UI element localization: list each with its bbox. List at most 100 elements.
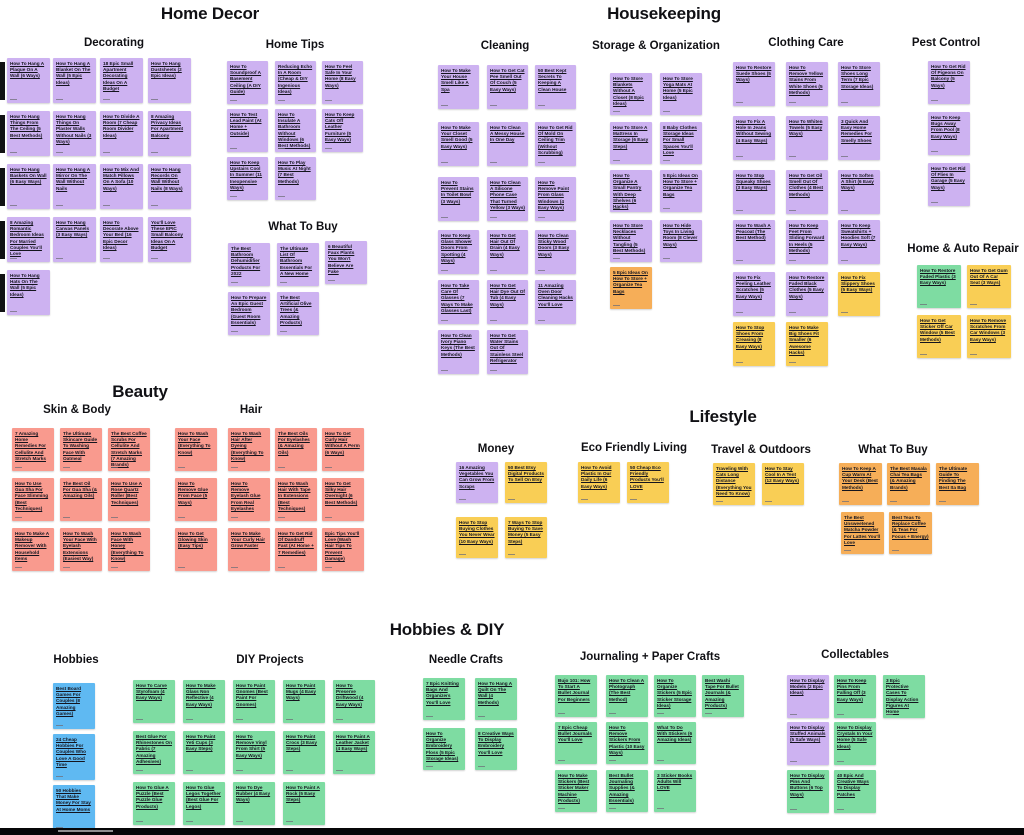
sticky-note[interactable]: The Best Coffee Scrubs For Cellulite And…	[108, 428, 150, 471]
sticky-note[interactable]: How To Get Cat Pee Smell Out Of Couch (5…	[487, 65, 528, 109]
sticky-note[interactable]: 8 Amazing Romantic Bedroom Ideas For Mar…	[7, 217, 50, 262]
cluster-title-journaling-paper-crafts[interactable]: Journaling + Paper Crafts	[579, 651, 721, 663]
sticky-note[interactable]: How To Remove Vinyl From Shirt (5 Easy W…	[233, 731, 275, 774]
section-title-hobbies-diy[interactable]: Hobbies & DIY	[389, 620, 505, 639]
sticky-note[interactable]: How To Paint Yeti Cups (3 Easy Steps)	[183, 731, 225, 774]
sticky-note[interactable]: 8 Amazing Privacy Ideas For Apartment Ba…	[148, 111, 191, 156]
sticky-note[interactable]: How To Make Glass Non Reflective (4 Easy…	[183, 680, 225, 723]
sticky-note[interactable]: How To Wash Your Face With Eyelash Exten…	[60, 528, 102, 571]
sticky-note[interactable]: How To Get Water Stains Out Of Stainless…	[487, 330, 528, 374]
section-title-beauty[interactable]: Beauty	[112, 382, 168, 401]
sticky-note[interactable]: 3 Quick And Easy Home Remedies For Smell…	[838, 116, 880, 160]
sticky-note[interactable]: How To Wash A Peacoat (The Best Method)	[733, 220, 775, 264]
sticky-note[interactable]: 6 Beautiful Faux Plants You Won't Believ…	[325, 241, 367, 284]
cluster-title-decorating[interactable]: Decorating	[83, 37, 145, 49]
sticky-note[interactable]: How To Divide A Room (7 Cheap Room Divid…	[100, 111, 143, 156]
sticky-note[interactable]: How To Hang A Plaque On A Wall (6 Ways)	[7, 58, 50, 103]
sticky-note[interactable]: How To Hang Things From The Ceiling (5 B…	[7, 111, 50, 156]
sticky-note[interactable]: How To Clean Ivory Piano Keys (The Best …	[438, 330, 479, 374]
sticky-note[interactable]: How To Make A Makeup Remover With Househ…	[12, 528, 54, 571]
sticky-note[interactable]: How To Hang Dustsheets (2 Epic Ideas)	[148, 58, 191, 103]
sticky-note[interactable]: 50 Best Etsy Digital Products To Sell On…	[505, 462, 547, 503]
sticky-note[interactable]: How To Fix Peeling Leather Scratches (5 …	[733, 272, 775, 316]
sticky-note[interactable]: How To Test Lead Paint (At Home + Outsid…	[227, 109, 268, 152]
sticky-note[interactable]: How To Carve Styrofoam (4 Easy Ways)	[133, 680, 175, 723]
sticky-note[interactable]: How To Make Your Closet Smell Good (5 Ea…	[438, 122, 479, 166]
sticky-note[interactable]: 50 Cheap Eco Friendly Products You'll LO…	[627, 462, 669, 503]
sticky-note[interactable]: How To Clean Sticky Wood Doors (3 Easy W…	[535, 230, 576, 274]
sticky-note[interactable]: How To Whiten Towels (5 Easy Ways)	[786, 116, 828, 160]
sticky-note[interactable]: How To Fix A Hole In Jeans Without Sewin…	[733, 116, 775, 160]
sticky-note[interactable]: How To Stop Squeaky Shoes (3 Easy Ways)	[733, 170, 775, 214]
sticky-note[interactable]: 3 Sticker Books Adults Will LOVE	[654, 770, 696, 812]
cluster-title-what-to-buy[interactable]: What To Buy	[268, 221, 338, 233]
sticky-note[interactable]: How To Restore Faded Black Clothes (5 Ea…	[786, 272, 828, 316]
cluster-title-travel-outdoors[interactable]: Travel & Outdoors	[711, 444, 811, 456]
sticky-note[interactable]: Best Bullet Journaling Supplies (& Amazi…	[606, 770, 648, 812]
sticky-note[interactable]: How To Get Rid Of Flies In Garage (5 Eas…	[928, 163, 970, 206]
sticky-note[interactable]: 40 Epic And Creative Ways To Display Pat…	[834, 770, 876, 813]
cluster-title-home-auto-repair[interactable]: Home & Auto Repair	[907, 243, 1019, 255]
cluster-title-hobbies[interactable]: Hobbies	[53, 654, 99, 666]
sticky-note[interactable]: How To Hide Toys In Living Room (8 Cleve…	[660, 220, 702, 262]
sticky-note[interactable]: How To Avoid Plastic In Our Daily Life (…	[578, 462, 620, 503]
sticky-note[interactable]: How To Keep Feet From Sliding Forward In…	[786, 220, 828, 264]
clipped-note-fragment[interactable]	[0, 274, 5, 312]
sticky-note[interactable]: How To Keep Bugs Away From Pool (8 Easy …	[928, 112, 970, 155]
sticky-note[interactable]: The Best Masala Chai Tea Bags (& Amazing…	[887, 463, 930, 505]
sticky-note[interactable]: 11 Amazing Oven Door Cleaning Hacks You'…	[535, 280, 576, 324]
sticky-note[interactable]: The Ultimate Skincare Guide To Washing F…	[60, 428, 102, 471]
sticky-note[interactable]: How To Prepare An Epic Guest Bedroom (Gu…	[228, 292, 270, 335]
sticky-note[interactable]: Epic Tips You'll Love (Wash Hair Tips To…	[322, 528, 364, 571]
clipped-note-fragment[interactable]	[0, 221, 5, 259]
sticky-note[interactable]: How To Play Music At Night (7 Best Metho…	[275, 157, 316, 200]
sticky-note[interactable]: Best Board Games For Couples (8 Amazing …	[53, 683, 95, 729]
sticky-note[interactable]: The Best Oil For Gua Sha (& Amazing Oils…	[60, 478, 102, 521]
sticky-note[interactable]: How To Glue A Puzzle (Best Puzzle Glue P…	[133, 782, 175, 825]
sticky-note[interactable]: 5 Epic Ideas On How To Store + Organize …	[610, 267, 652, 309]
sticky-note[interactable]: How To Hang Hats On The Wall (5 Epic Ide…	[7, 270, 50, 315]
sticky-note[interactable]: How To Remove Paint From Glass Windows (…	[535, 177, 576, 221]
sticky-note[interactable]: How To Take Care Of Glasses (7 Ways To M…	[438, 280, 479, 324]
sticky-note[interactable]: How To Remove Eyelash Glue From Real Eye…	[228, 478, 270, 521]
sticky-note[interactable]: How To Organize Stickers (5 Epic Sticker…	[654, 675, 696, 717]
sticky-note[interactable]: How To Prevent Stains In Toilet Bowl (3 …	[438, 177, 479, 221]
cluster-title-skin-body[interactable]: Skin & Body	[43, 404, 111, 416]
sticky-note[interactable]: How To Make Stickers (Best Sticker Maker…	[555, 770, 597, 812]
sticky-note[interactable]: How To Make Your House Smell Like A Spa	[438, 65, 479, 109]
sticky-note[interactable]: How To Get Hair Out Of Drain (4 Easy Way…	[487, 230, 528, 274]
sticky-note[interactable]: Bujo 101: How To Start A Bullet Journal …	[555, 675, 597, 717]
sticky-note[interactable]: How To Clean A Messy House In One Day	[487, 122, 528, 166]
sticky-note[interactable]: Traveling With Cats Long Distance (Every…	[713, 463, 755, 505]
clipped-note-fragment[interactable]	[0, 168, 5, 206]
sticky-note[interactable]: How To Get Oil Smell Out Of Clothes (4 B…	[786, 170, 828, 214]
sticky-note[interactable]: Best Washi Tape For Bullet Journals (& A…	[702, 675, 744, 717]
sticky-note[interactable]: How To Display Crystals In Your Home (5 …	[834, 722, 876, 765]
sticky-note[interactable]: The Ultimate Guide To Finding The Best I…	[936, 463, 979, 505]
sticky-note[interactable]: How To Store Shoes Long Term (7 Epic Sto…	[838, 62, 880, 106]
sticky-note[interactable]: How To Display Pins And Buttons (6 Top W…	[787, 770, 829, 813]
sticky-note[interactable]: How To Stop Shoes From Creasing (8 Easy …	[733, 322, 775, 366]
clipped-note-fragment[interactable]	[0, 62, 5, 100]
sticky-note[interactable]: How To Wash Your Face (Everything To Kno…	[175, 428, 217, 471]
cluster-title-diy-projects[interactable]: DIY Projects	[236, 654, 304, 666]
sticky-note[interactable]: Best Glue For Rhinestones On Fabric (7 A…	[133, 731, 175, 774]
sticky-note[interactable]: How To Remove Stickers From Plastic (10 …	[606, 722, 648, 764]
section-title-lifestyle[interactable]: Lifestyle	[689, 407, 757, 426]
sticky-note[interactable]: The Best Oils For Eyelashes (& Amazing O…	[275, 428, 317, 471]
sticky-note[interactable]: How To Store Necklaces Without Tangling …	[610, 220, 652, 262]
sticky-note[interactable]: 7 Epic Knitting Bags And Organizers You'…	[423, 678, 465, 720]
sticky-note[interactable]: The Best Unsweetened Matcha Powder For L…	[841, 512, 884, 554]
sticky-note[interactable]: How To Remove Yellow Stains From White S…	[786, 62, 828, 106]
sticky-note[interactable]: How To Organize A Small Pantry With Deep…	[610, 170, 652, 212]
sticky-note[interactable]: How To Get Glowing Skin (Easy Tips)	[175, 528, 217, 571]
sticky-note[interactable]: How To Keep Sweatshirts + Hoodies Soft (…	[838, 220, 880, 264]
section-title-housekeeping[interactable]: Housekeeping	[607, 4, 721, 23]
sticky-note[interactable]: How To Remove Glue From Face (5 Ways)	[175, 478, 217, 521]
sticky-note[interactable]: How To Fix Slippery Shoes (5 Easy Ways)	[838, 272, 880, 316]
sticky-note[interactable]: How To Hang Canvas Panels (3 Easy Ways)	[53, 217, 96, 262]
sticky-note[interactable]: How To Display Stuffed Animals (5 Safe W…	[787, 722, 829, 765]
sticky-note[interactable]: How To Wash Hair With Tape In Extensions…	[275, 478, 317, 521]
cluster-title-hair[interactable]: Hair	[239, 404, 263, 416]
